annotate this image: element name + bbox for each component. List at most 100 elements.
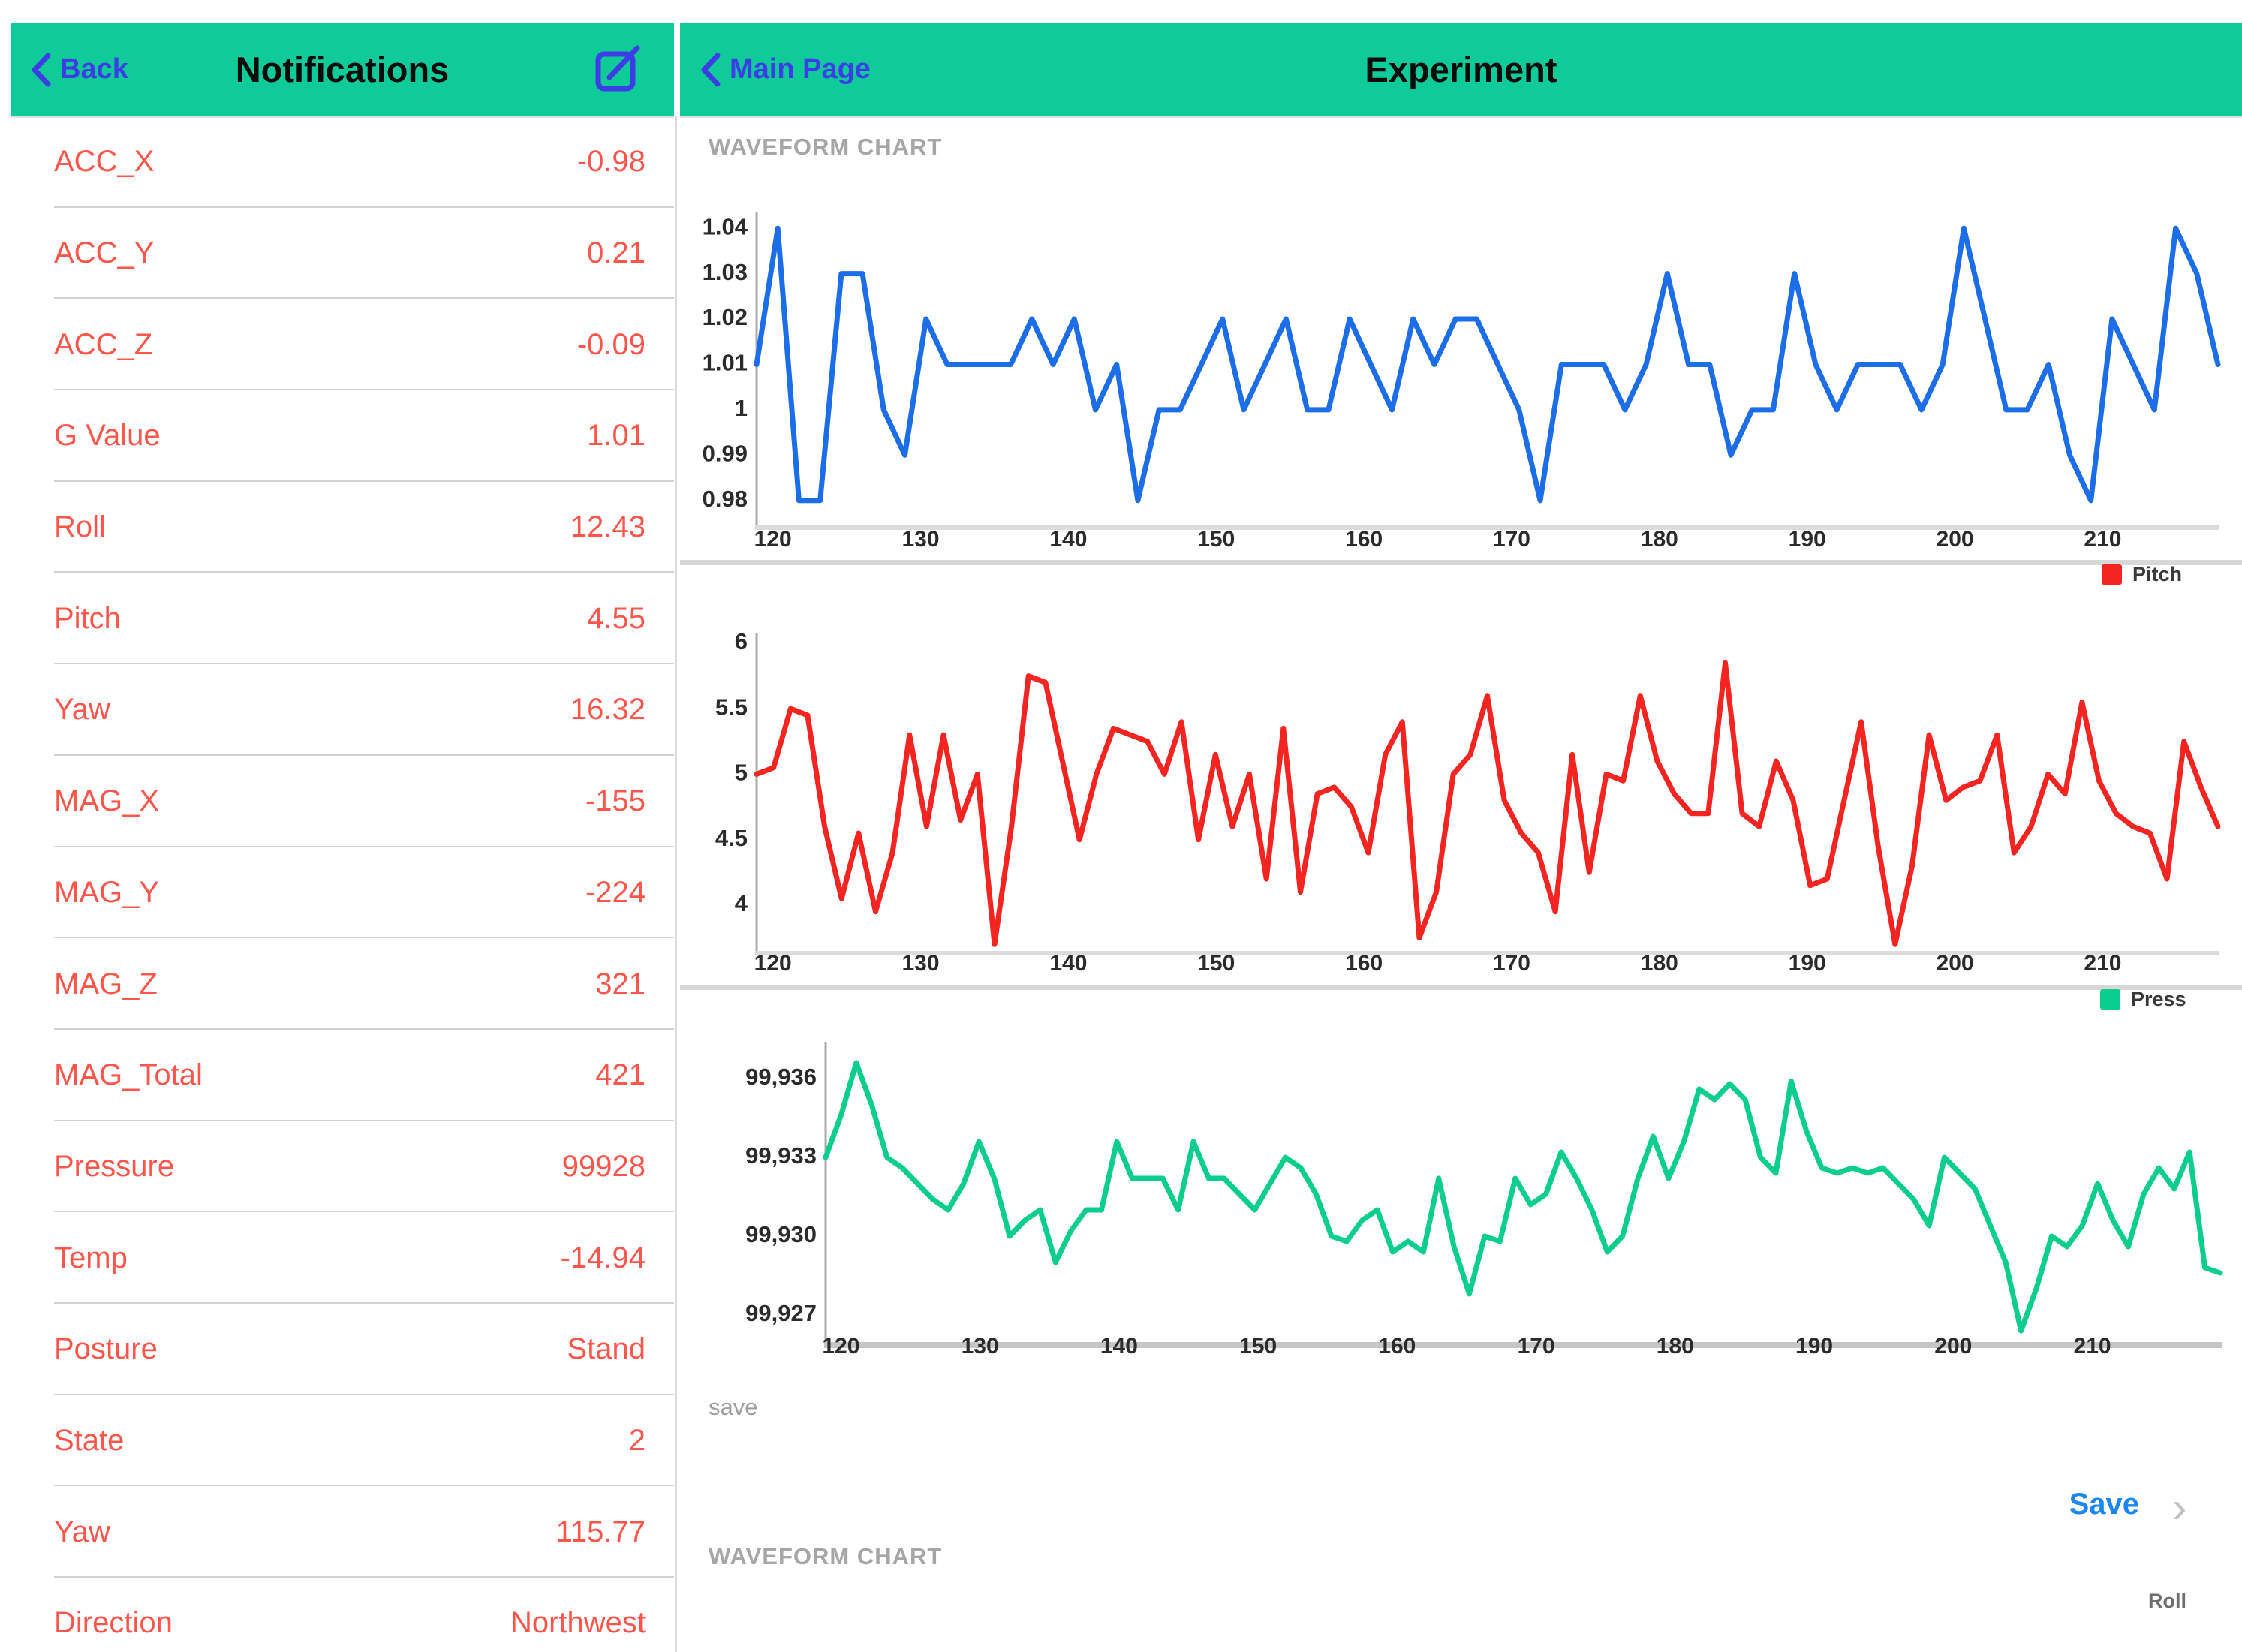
svg-text:1.03: 1.03 (703, 259, 748, 285)
list-item-label: MAG_Y (54, 875, 160, 909)
roll-legend-label: Roll (2148, 1590, 2186, 1612)
svg-text:170: 170 (1518, 1334, 1555, 1359)
list-item-label: ACC_Z (54, 327, 153, 361)
list-item: Roll 12.43 (11, 482, 674, 573)
list-item: ACC_Z -0.09 (11, 299, 674, 390)
svg-text:99,927: 99,927 (745, 1300, 817, 1326)
list-item: MAG_Z 321 (11, 938, 674, 1030)
svg-text:170: 170 (1493, 951, 1530, 976)
list-item-value: 16.32 (570, 693, 646, 727)
svg-text:120: 120 (754, 527, 792, 552)
svg-text:200: 200 (1937, 527, 1974, 552)
back-button[interactable]: Back (30, 52, 128, 88)
svg-text:170: 170 (1493, 527, 1530, 552)
list-item-value: 1.01 (587, 419, 646, 453)
list-item-label: Yaw (54, 693, 110, 727)
svg-text:190: 190 (1795, 1334, 1833, 1359)
press-legend-swatch (2100, 989, 2120, 1010)
list-item: Yaw 115.77 (11, 1486, 674, 1578)
svg-text:160: 160 (1345, 951, 1383, 976)
list-item-value: -0.98 (576, 145, 646, 179)
svg-text:5: 5 (735, 760, 748, 786)
main-page-back-label: Main Page (730, 53, 871, 85)
svg-text:0.99: 0.99 (703, 441, 748, 467)
svg-text:180: 180 (1657, 1334, 1694, 1359)
list-item: MAG_Total 421 (11, 1030, 674, 1121)
pitch-legend-label: Pitch (2132, 563, 2183, 585)
press-legend-label: Press (2131, 988, 2186, 1010)
svg-text:160: 160 (1378, 1334, 1416, 1359)
list-item-value: -14.94 (560, 1241, 646, 1274)
svg-text:120: 120 (754, 951, 792, 976)
list-item-value: -155 (585, 784, 646, 818)
svg-text:1.02: 1.02 (703, 304, 748, 330)
page-title: Experiment (1365, 50, 1557, 89)
chevron-left-icon (701, 53, 721, 86)
chevron-left-icon (32, 53, 51, 86)
compose-icon[interactable] (594, 44, 643, 95)
svg-text:210: 210 (2084, 527, 2121, 552)
save-button[interactable]: Save (1839, 1488, 2139, 1521)
list-item-value: 99928 (561, 1149, 646, 1183)
legend-roll: Roll (2148, 1590, 2186, 1613)
svg-text:150: 150 (1197, 527, 1235, 552)
svg-text:1: 1 (735, 395, 748, 421)
legend-press: Press (2100, 988, 2186, 1011)
list-item-value: 421 (595, 1058, 646, 1092)
svg-text:4: 4 (735, 890, 748, 916)
notifications-navbar: Back Notifications (11, 23, 674, 118)
svg-text:120: 120 (822, 1334, 859, 1359)
list-item: G Value 1.01 (11, 390, 674, 482)
list-item-label: Direction (54, 1606, 173, 1640)
list-item-label: ACC_Y (54, 236, 155, 270)
list-item-label: G Value (54, 419, 161, 453)
svg-text:140: 140 (1100, 1334, 1138, 1359)
svg-text:140: 140 (1049, 527, 1087, 552)
list-item-label: Posture (54, 1332, 158, 1366)
list-item-value: 4.55 (587, 601, 646, 635)
svg-text:1.01: 1.01 (703, 350, 748, 376)
list-item-value: 321 (595, 967, 646, 1001)
list-item-label: Roll (54, 510, 106, 544)
pitch-legend-swatch (2102, 564, 2122, 585)
list-item-label: State (54, 1423, 125, 1457)
svg-text:210: 210 (2074, 1334, 2111, 1359)
experiment-navbar: Main Page Experiment (680, 23, 2242, 118)
list-item: Direction Northwest (11, 1578, 674, 1652)
svg-text:5.5: 5.5 (715, 694, 748, 720)
main-page-back-button[interactable]: Main Page (700, 52, 871, 88)
waveform-chart-section-label: WAVEFORM CHART (709, 134, 943, 160)
svg-text:130: 130 (962, 1334, 999, 1359)
svg-text:180: 180 (1641, 527, 1678, 552)
svg-text:200: 200 (1934, 1334, 1972, 1359)
list-item: ACC_Y 0.21 (11, 208, 674, 299)
list-item-label: Yaw (54, 1515, 110, 1548)
list-item-value: Northwest (510, 1606, 646, 1640)
chevron-right-icon[interactable]: › (2172, 1483, 2187, 1532)
save-section-label: save (709, 1394, 758, 1420)
panel-divider (675, 116, 677, 1652)
list-item-label: ACC_X (54, 145, 155, 179)
list-item-value: 0.21 (587, 236, 646, 270)
list-item-value: 115.77 (555, 1515, 646, 1548)
list-item-value: 12.43 (570, 510, 646, 544)
list-item-value: -0.09 (576, 327, 646, 361)
svg-text:130: 130 (901, 951, 939, 976)
svg-text:190: 190 (1789, 527, 1826, 552)
list-item-value: 2 (628, 1423, 646, 1457)
list-item: Temp -14.94 (11, 1212, 674, 1304)
list-item-label: MAG_Z (54, 967, 158, 1001)
svg-text:130: 130 (901, 527, 939, 552)
list-item: Yaw 16.32 (11, 664, 674, 756)
list-item-label: Pressure (54, 1149, 175, 1183)
list-item: Pressure 99928 (11, 1121, 674, 1213)
list-item: MAG_Y -224 (11, 847, 674, 939)
svg-text:200: 200 (1937, 951, 1974, 976)
svg-text:180: 180 (1641, 951, 1678, 976)
list-item-label: MAG_Total (54, 1058, 203, 1092)
list-item-value: -224 (585, 875, 646, 909)
svg-text:140: 140 (1049, 951, 1087, 976)
svg-text:1.04: 1.04 (703, 213, 748, 239)
svg-text:99,936: 99,936 (745, 1064, 817, 1090)
